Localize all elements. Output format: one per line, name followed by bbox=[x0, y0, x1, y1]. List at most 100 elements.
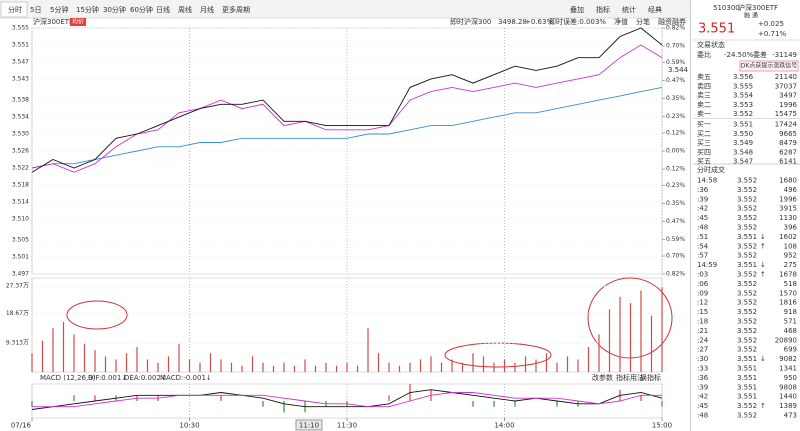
trade-price: 3.551 bbox=[737, 355, 757, 363]
volume-bar bbox=[178, 343, 180, 372]
y2-tick-label: 0.59% bbox=[666, 236, 685, 243]
trade-time: :45 bbox=[697, 214, 708, 222]
trade-time: :42 bbox=[697, 205, 708, 213]
volume-bar bbox=[167, 356, 170, 372]
x-tick-label: 07/16 bbox=[11, 422, 32, 430]
trade-volume: 918 bbox=[784, 308, 797, 316]
info-link[interactable]: 分笔 bbox=[636, 17, 650, 26]
trade-time: :45 bbox=[697, 402, 708, 410]
macd-line bbox=[32, 392, 662, 408]
volume-bar bbox=[230, 362, 233, 372]
trade-volume: 1130 bbox=[779, 214, 797, 222]
y2-tick-label: 0.12% bbox=[666, 166, 685, 173]
book-volume: 8479 bbox=[779, 139, 797, 147]
status: 交易状态 bbox=[697, 40, 725, 49]
volume-bar bbox=[41, 340, 44, 372]
y-tick-label: 3.526 bbox=[12, 148, 29, 155]
trade-volume: 950 bbox=[784, 374, 797, 382]
trade-time: :30 bbox=[697, 355, 708, 363]
trade-price: 3.552 bbox=[737, 177, 757, 185]
macd-tool[interactable]: 换指标 bbox=[640, 373, 661, 382]
symbol-name: 沪深300ETF bbox=[33, 17, 73, 26]
y-tick-label: 3.530 bbox=[12, 131, 29, 138]
trade-price: 3.551 bbox=[737, 383, 757, 391]
trade-price: 3.552 bbox=[737, 214, 757, 222]
info-link[interactable]: 净值 bbox=[614, 17, 628, 26]
trade-time: :18 bbox=[697, 318, 708, 326]
info-link[interactable]: 融资融券 bbox=[658, 17, 686, 26]
y-tick-label: 27.37万 bbox=[6, 283, 29, 290]
volume-bar bbox=[293, 365, 296, 372]
y-tick-label: 3.551 bbox=[12, 41, 29, 48]
tool-button[interactable]: 统计 bbox=[622, 5, 636, 14]
x-tick-label: 15:00 bbox=[652, 422, 672, 430]
volume-bar bbox=[619, 296, 621, 372]
trade-flag: ↑ bbox=[760, 271, 766, 279]
book-price: 3.547 bbox=[733, 158, 753, 166]
tool-button[interactable]: 指标 bbox=[596, 5, 610, 14]
code: 510300 bbox=[713, 4, 740, 12]
macd-bar bbox=[73, 395, 75, 401]
tool-button[interactable]: 叠加 bbox=[570, 5, 584, 14]
volume-bar bbox=[199, 362, 201, 372]
macd-bar bbox=[31, 401, 33, 407]
signal-box[interactable] bbox=[739, 60, 799, 72]
tab[interactable]: 30分钟 bbox=[103, 5, 126, 14]
tool-button[interactable]: 经典 bbox=[648, 5, 662, 14]
crosshair-time-box bbox=[295, 419, 323, 431]
trade-volume: 20890 bbox=[775, 336, 797, 344]
tab[interactable]: 周线 bbox=[178, 5, 192, 14]
volume-bar bbox=[440, 362, 443, 372]
book-label: 买四 bbox=[697, 148, 711, 156]
trade-time: :33 bbox=[697, 365, 708, 373]
macd-tool[interactable]: 指标用法 bbox=[616, 373, 644, 382]
trade-time: :54 bbox=[697, 242, 709, 250]
tab[interactable]: 分时 bbox=[8, 5, 22, 14]
y2-tick-label: 0.82% bbox=[666, 25, 685, 32]
y-tick-label: 3.501 bbox=[12, 254, 29, 261]
book-price: 3.548 bbox=[733, 148, 753, 156]
tag-bg bbox=[70, 18, 86, 26]
volume-bar bbox=[262, 362, 264, 372]
volume-bar bbox=[115, 359, 117, 372]
volume-bar bbox=[377, 353, 380, 372]
trade-time: :48 bbox=[697, 224, 708, 232]
tab[interactable]: 60分钟 bbox=[130, 5, 153, 14]
trade-time: :06 bbox=[697, 280, 709, 288]
tab[interactable]: 月线 bbox=[200, 5, 214, 14]
book-price: 3.556 bbox=[733, 73, 754, 81]
y2-tick-label: 0.59% bbox=[666, 59, 685, 66]
volume-bar bbox=[83, 343, 86, 372]
tags: 融 通 bbox=[744, 12, 758, 20]
macd-tool[interactable]: 改参数 bbox=[592, 373, 613, 382]
trade-flag: ↓ bbox=[760, 261, 766, 269]
trade-time: :39 bbox=[697, 195, 708, 203]
macd-bar bbox=[220, 395, 222, 401]
tab[interactable]: 15分钟 bbox=[76, 5, 99, 14]
y2-tick-label: 0.47% bbox=[666, 218, 685, 225]
trade-price: 3.552 bbox=[737, 224, 757, 232]
tab[interactable]: 5日 bbox=[30, 6, 41, 14]
macd-bar bbox=[493, 401, 495, 407]
y2-tick-label: 0.70% bbox=[666, 43, 685, 50]
book-label: 买三 bbox=[697, 139, 711, 147]
y-tick-label: 3.522 bbox=[12, 164, 29, 171]
signal[interactable]: DK点获提示涨跌信号 bbox=[741, 62, 798, 70]
trade-price: 3.551 bbox=[737, 261, 757, 269]
volume-bar bbox=[482, 356, 485, 372]
trade-time: :51 bbox=[697, 233, 708, 241]
trade-price: 3.552 bbox=[737, 299, 757, 307]
book-label: 买一 bbox=[697, 121, 711, 129]
y-tick-label: 3.543 bbox=[12, 75, 29, 82]
volume-bar bbox=[314, 365, 317, 372]
trade-price: 3.552 bbox=[737, 242, 757, 250]
trade-volume: 1341 bbox=[779, 365, 797, 373]
tab[interactable]: 日线 bbox=[156, 5, 170, 14]
trade-volume: 1602 bbox=[779, 233, 797, 241]
y-tick-label: 9.313万 bbox=[6, 339, 29, 346]
trade-price: 3.552 bbox=[737, 336, 757, 344]
tab[interactable]: 更多周期 bbox=[222, 5, 250, 14]
volume-bar bbox=[650, 315, 653, 372]
volume-bar bbox=[335, 365, 338, 372]
tab[interactable]: 5分钟 bbox=[50, 5, 68, 14]
